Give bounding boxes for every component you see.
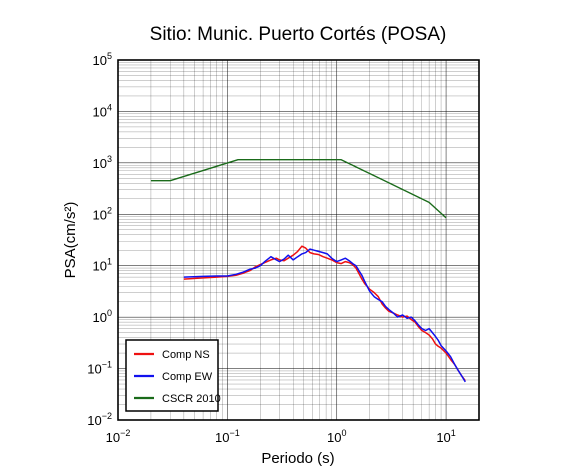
- x-tick-label: 101: [436, 428, 455, 445]
- y-tick-label: 105: [93, 51, 112, 68]
- x-tick-labels: 10−2 10−1 100 101: [106, 428, 456, 445]
- y-tick-label: 103: [93, 154, 112, 171]
- chart-grid: [117, 59, 480, 421]
- y-tick-labels: 10−2 10−1 100 101 102 103 104 105: [87, 51, 112, 428]
- series-line-comp-ns: [183, 245, 466, 382]
- y-tick-label: 101: [93, 257, 112, 274]
- x-tick-label: 10−2: [106, 428, 131, 445]
- x-tick-label: 100: [327, 428, 346, 445]
- y-tick-label: 102: [93, 205, 112, 222]
- legend-label-cscr-2010: CSCR 2010: [162, 393, 221, 405]
- y-tick-label: 10−1: [87, 360, 112, 377]
- series-line-cscr-2010: [150, 158, 447, 219]
- x-tick-label: 10−1: [215, 428, 240, 445]
- series-layer: [150, 158, 466, 383]
- y-tick-label: 104: [93, 102, 112, 119]
- y-tick-label: 10−2: [87, 411, 112, 428]
- legend: Comp NS Comp EW CSCR 2010: [125, 339, 221, 412]
- legend-label-comp-ns: Comp NS: [162, 349, 210, 361]
- series-line-comp-ew: [183, 248, 466, 383]
- legend-label-comp-ew: Comp EW: [162, 371, 213, 383]
- chart-title: Sitio: Munic. Puerto Cortés (POSA): [150, 24, 447, 45]
- x-axis-label: Periodo (s): [261, 450, 334, 467]
- y-axis-label: PSA(cm/s²): [62, 202, 79, 279]
- plot-frame: [117, 59, 480, 421]
- y-tick-label: 100: [93, 308, 112, 325]
